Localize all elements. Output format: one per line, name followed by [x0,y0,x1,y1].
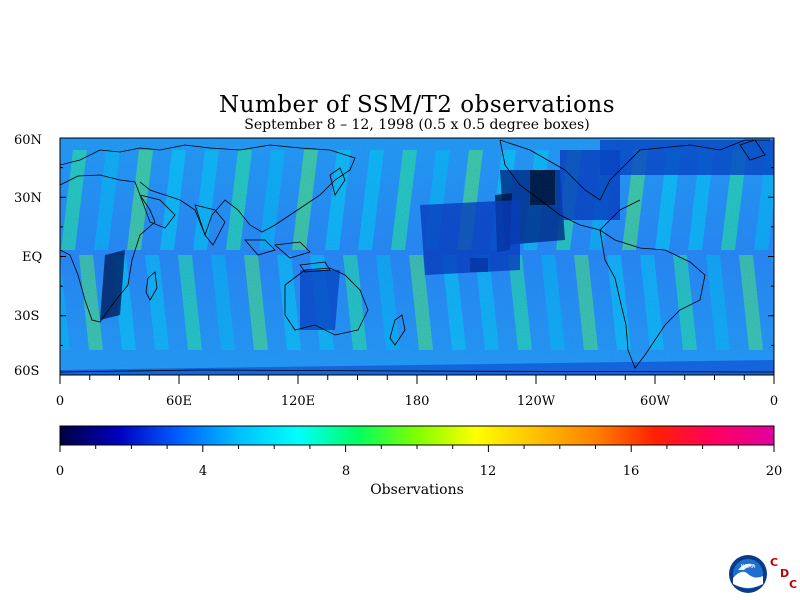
map-field [60,138,774,375]
map-title: Number of SSM/T2 observations [219,92,615,118]
cdc-letter-d: D [780,567,790,580]
cdc-letter-c2: C [789,578,798,591]
lon-label-120e: 120E [280,394,316,409]
cdc-letter-c1: C [770,556,779,569]
lat-label-30s: 30S [14,309,40,324]
colorbar-tick-0: 0 [55,464,65,479]
axis-ticks [59,137,775,384]
colorbar-ticks [59,445,775,452]
lat-label-30n: 30N [14,191,42,206]
noaa-logo-text: NOAA [741,564,756,570]
colorbar-tick-12: 12 [479,464,497,479]
coastlines [60,139,774,373]
colorbar-title: Observations [370,482,464,498]
colorbar-tick-16: 16 [622,464,640,479]
lon-label-120w: 120W [516,394,556,409]
lon-label-0-right: 0 [769,394,779,409]
colorbar-tick-4: 4 [198,464,208,479]
lat-label-60s: 60S [14,364,40,379]
lat-label-eq: EQ [22,250,43,265]
lon-label-180: 180 [404,394,430,409]
colorbar-tick-8: 8 [341,464,351,479]
colorbar-gradient [59,425,775,446]
lon-label-60e: 60E [165,394,193,409]
lon-label-60w: 60W [640,394,670,409]
lon-label-0: 0 [55,394,65,409]
lat-label-60n: 60N [14,133,42,148]
map-subtitle: September 8 – 12, 1998 (0.5 x 0.5 degree… [244,117,590,133]
colorbar-tick-20: 20 [765,464,783,479]
noaa-logo: NOAA [729,555,767,593]
